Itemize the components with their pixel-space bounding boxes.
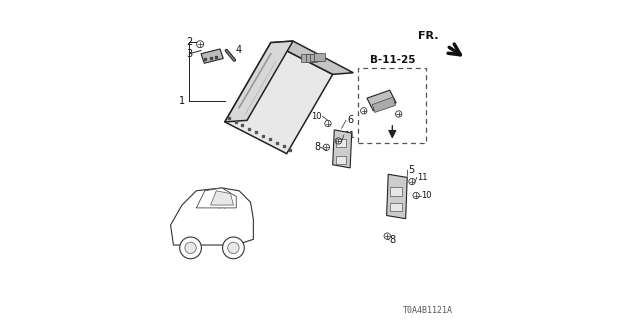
Circle shape: [180, 237, 202, 259]
Bar: [358, 68, 426, 142]
Text: 11: 11: [417, 173, 428, 182]
Bar: [336, 156, 346, 164]
Circle shape: [185, 242, 196, 253]
Circle shape: [228, 242, 239, 253]
Bar: [301, 54, 313, 62]
Polygon shape: [271, 41, 353, 74]
Bar: [390, 187, 401, 196]
Text: 8: 8: [390, 235, 396, 245]
Polygon shape: [196, 188, 236, 208]
Bar: [310, 54, 321, 61]
Polygon shape: [372, 97, 396, 112]
Polygon shape: [367, 90, 396, 111]
Text: 5: 5: [408, 165, 415, 175]
Text: 10: 10: [422, 191, 432, 200]
Text: FR.: FR.: [419, 31, 439, 41]
Polygon shape: [201, 49, 223, 63]
Bar: [390, 203, 401, 212]
Polygon shape: [387, 174, 407, 219]
Text: T0A4B1121A: T0A4B1121A: [403, 306, 453, 315]
Bar: [314, 53, 325, 61]
Polygon shape: [211, 191, 234, 205]
Polygon shape: [333, 130, 352, 168]
Polygon shape: [171, 188, 253, 245]
Text: 4: 4: [236, 44, 242, 55]
Text: 6: 6: [348, 115, 354, 125]
Text: 11: 11: [344, 131, 355, 140]
Text: 1: 1: [179, 96, 185, 106]
Circle shape: [223, 237, 244, 259]
Text: 2: 2: [186, 37, 192, 47]
Bar: [336, 139, 346, 147]
Text: B-11-25: B-11-25: [369, 55, 415, 65]
Text: 3: 3: [186, 49, 192, 59]
Polygon shape: [225, 41, 293, 122]
Text: 10: 10: [312, 112, 322, 121]
Polygon shape: [225, 43, 333, 154]
Text: 8: 8: [314, 142, 320, 152]
Bar: [306, 54, 317, 61]
